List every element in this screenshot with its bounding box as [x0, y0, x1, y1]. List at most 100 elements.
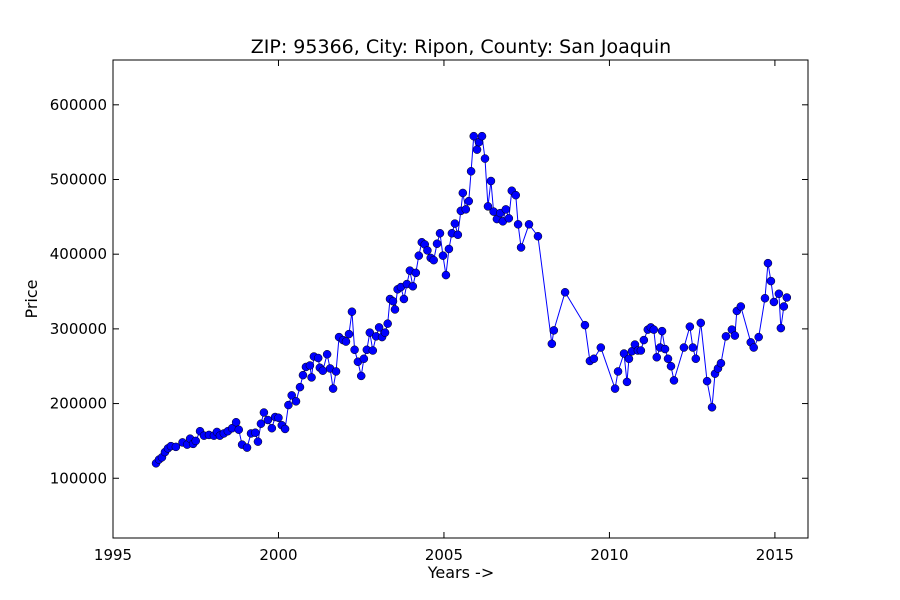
y-tick-label: 300000 — [50, 320, 107, 338]
data-point — [763, 258, 773, 268]
data-point — [669, 376, 679, 385]
data-point — [313, 353, 323, 363]
data-point — [580, 320, 590, 330]
data-point — [328, 384, 338, 393]
x-tick-label: 2010 — [590, 546, 628, 564]
data-point — [707, 403, 717, 412]
data-point — [513, 220, 523, 229]
data-point — [749, 343, 758, 352]
data-point — [435, 229, 445, 238]
data-point — [716, 358, 726, 368]
data-point — [769, 297, 779, 307]
x-tick-label: 2000 — [259, 546, 297, 564]
data-point — [399, 294, 409, 304]
data-point — [547, 339, 557, 349]
data-point — [560, 288, 570, 297]
data-point — [480, 154, 490, 163]
data-point — [350, 345, 359, 355]
data-point — [287, 391, 296, 400]
data-point — [298, 370, 308, 380]
data-point — [619, 349, 629, 358]
x-axis-label: Years -> — [427, 563, 494, 582]
data-point — [411, 268, 421, 278]
x-tick-label: 2015 — [756, 546, 794, 564]
data-point — [466, 167, 476, 176]
data-point — [365, 328, 375, 337]
data-point — [295, 382, 305, 392]
data-point — [469, 131, 478, 141]
data-point — [782, 293, 792, 302]
data-point — [760, 294, 770, 303]
data-point — [636, 346, 646, 355]
data-point — [663, 354, 673, 363]
data-point — [624, 354, 634, 363]
y-axis-label: Price — [22, 279, 41, 318]
data-point — [171, 442, 181, 452]
y-tick-label: 600000 — [50, 96, 107, 114]
data-point — [666, 361, 676, 371]
data-point — [766, 276, 776, 286]
data-point — [622, 377, 632, 387]
data-point — [754, 332, 763, 342]
data-point — [263, 415, 273, 425]
data-point — [438, 251, 448, 260]
data-point — [305, 361, 315, 370]
data-point — [414, 251, 424, 260]
data-point — [504, 214, 514, 223]
data-point — [610, 384, 620, 393]
data-point — [231, 417, 241, 427]
data-point — [776, 323, 786, 333]
data-point — [639, 335, 649, 345]
data-point — [341, 337, 351, 346]
data-point — [251, 428, 260, 437]
data-point — [736, 302, 746, 311]
data-point — [388, 296, 398, 306]
data-point — [242, 443, 252, 452]
data-point — [444, 244, 454, 254]
plot-frame — [112, 59, 809, 539]
data-point — [516, 243, 526, 252]
data-point — [679, 343, 689, 352]
data-point — [549, 326, 559, 335]
x-tick-label: 2005 — [425, 546, 463, 564]
data-point — [347, 307, 357, 316]
y-tick-label: 500000 — [50, 171, 107, 189]
data-point — [423, 246, 432, 255]
data-point — [408, 282, 418, 291]
data-point — [524, 220, 534, 229]
data-point — [464, 196, 474, 206]
data-point — [691, 354, 701, 363]
data-point — [688, 343, 698, 352]
data-point — [307, 373, 316, 382]
data-point — [331, 367, 341, 376]
data-point — [721, 332, 731, 341]
data-point — [253, 437, 263, 446]
data-point — [383, 319, 392, 328]
x-tick-label: 1995 — [94, 546, 132, 564]
data-point — [472, 145, 482, 154]
data-point — [657, 326, 667, 336]
data-point — [359, 354, 369, 363]
data-point — [486, 176, 496, 186]
data-point — [432, 239, 442, 248]
data-point — [191, 436, 200, 446]
y-tick-label: 100000 — [50, 469, 107, 487]
data-point — [702, 376, 712, 386]
data-point — [730, 331, 740, 340]
data-point — [429, 255, 438, 265]
data-point — [652, 353, 662, 362]
data-point — [483, 202, 493, 211]
data-point — [649, 325, 659, 334]
data-point — [458, 188, 468, 198]
data-point — [284, 400, 293, 410]
data-point — [660, 344, 670, 354]
chart-title: ZIP: 95366, City: Ripon, County: San Joa… — [251, 36, 671, 58]
data-point — [779, 302, 789, 311]
y-tick-label: 200000 — [50, 395, 107, 413]
data-point — [291, 397, 301, 406]
data-point — [774, 289, 784, 299]
data-point — [322, 350, 332, 359]
data-point — [511, 190, 521, 200]
data-point — [390, 305, 400, 314]
data-point — [613, 367, 623, 376]
